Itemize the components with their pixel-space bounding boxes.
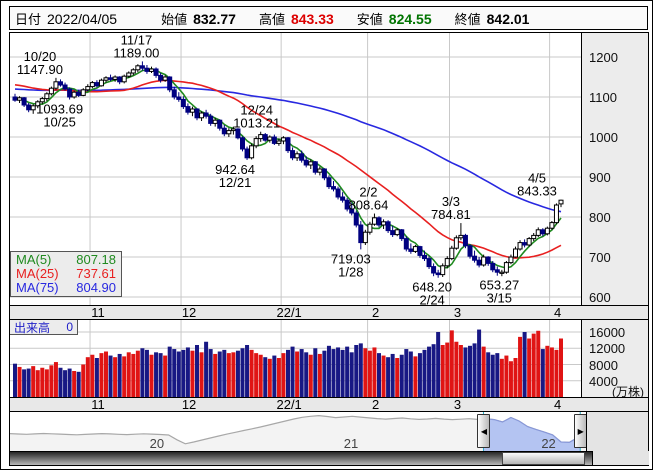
ma75-value: 804.90 (76, 280, 116, 295)
quote-low-label: 安値 (356, 11, 383, 27)
volume-tick-4000: 4000 (589, 373, 618, 389)
navigator-area-chart: 20 21 22 (10, 412, 586, 451)
right-arrow-icon: ▶ (577, 426, 584, 436)
month-label-11: 11 (91, 305, 105, 320)
month-label-3: 3 (453, 305, 462, 320)
quote-close: 終値 842.01 (455, 9, 530, 28)
month-label-2: 2 (371, 397, 380, 412)
month-label-22/1: 22/1 (276, 305, 302, 320)
price-y-axis: 1200 1100 1000 900 800 700 600 (581, 32, 649, 306)
volume-y-axis: 16000 12000 8000 4000 (万株) (581, 319, 649, 399)
price-tick-700: 700 (589, 250, 611, 265)
price-tick-1000: 1000 (589, 130, 618, 145)
year-label-22: 22 (541, 436, 555, 451)
volume-tick-8000: 8000 (589, 357, 618, 373)
quote-high-value: 843.33 (290, 10, 334, 27)
svg-text:12/21: 12/21 (219, 175, 252, 190)
price-tick-1100: 1100 (589, 90, 617, 105)
svg-text:719.03: 719.03 (331, 251, 371, 266)
svg-text:3/15: 3/15 (487, 291, 512, 305)
left-arrow-icon: ◀ (480, 426, 488, 436)
horizontal-scrollbar[interactable] (9, 451, 593, 466)
svg-text:11/17: 11/17 (121, 33, 153, 47)
quote-date-value: 2022/04/05 (47, 10, 118, 27)
volume-chart (10, 320, 581, 397)
year-label-20: 20 (150, 436, 164, 451)
month-label-11: 11 (91, 397, 105, 412)
month-label-3: 3 (453, 397, 462, 412)
volume-tick-12000: 12000 (589, 341, 626, 357)
svg-text:1093.69: 1093.69 (36, 102, 83, 117)
quote-high: 高値 843.33 (259, 9, 334, 28)
ma25-value: 737.61 (76, 266, 116, 281)
quote-open-label: 始値 (161, 11, 188, 27)
svg-text:942.64: 942.64 (215, 162, 255, 177)
svg-text:1147.90: 1147.90 (17, 62, 63, 77)
month-label-2: 2 (371, 305, 380, 320)
volume-chart-pane: 出来高 0 (9, 319, 582, 398)
scrollbar-thumb[interactable] (502, 452, 585, 465)
svg-text:648.20: 648.20 (412, 280, 452, 295)
range-handle-left[interactable]: ◀ (477, 414, 491, 448)
quote-low: 安値 824.55 (357, 9, 432, 28)
svg-text:12/24: 12/24 (240, 103, 273, 118)
volume-legend: 出来高 0 (10, 320, 78, 335)
month-label-4: 4 (553, 305, 562, 320)
month-label-12: 12 (181, 305, 197, 320)
scrollbar-right-filler (593, 451, 649, 466)
ma75-label: MA(75) (16, 280, 59, 295)
quote-close-label: 終値 (454, 11, 481, 27)
svg-text:784.81: 784.81 (431, 207, 471, 222)
month-label-12: 12 (181, 397, 197, 412)
quote-close-value: 842.01 (486, 10, 530, 27)
ma25-label: MA(25) (16, 266, 59, 281)
price-tick-800: 800 (589, 210, 611, 225)
quote-high-label: 高値 (258, 11, 285, 27)
price-tick-600: 600 (589, 290, 611, 305)
ma75-row: MA(75) 804.90 (11, 281, 121, 295)
svg-text:10/20: 10/20 (24, 49, 57, 64)
price-tick-900: 900 (589, 170, 611, 185)
volume-legend-value: 0 (66, 320, 73, 334)
price-tick-1200: 1200 (589, 50, 618, 65)
range-navigator[interactable]: 20 21 22 ◀ ▶ (9, 411, 588, 452)
svg-text:1013.21: 1013.21 (233, 116, 280, 131)
quote-open-value: 832.77 (193, 10, 236, 27)
price-chart-pane: 10/20 1147.90 11/17 1189.00 1093.69 10/25 12/2… (9, 32, 582, 306)
svg-text:4/5: 4/5 (528, 171, 546, 186)
year-label-21: 21 (344, 436, 358, 451)
navigator-right-filler (586, 411, 649, 452)
ma5-label: MA(5) (16, 252, 52, 267)
quote-date-label: 日付 (15, 11, 42, 27)
svg-text:1/28: 1/28 (338, 264, 363, 279)
volume-tick-16000: 16000 (589, 325, 626, 340)
svg-text:2/24: 2/24 (419, 293, 444, 305)
svg-text:843.33: 843.33 (517, 184, 557, 199)
quote-date: 日付 2022/04/05 (15, 9, 117, 28)
month-label-22/1: 22/1 (276, 397, 302, 412)
ma25-row: MA(25) 737.61 (11, 267, 121, 281)
quote-low-value: 824.55 (388, 10, 432, 27)
ma5-value: 807.18 (76, 252, 116, 267)
ma5-row: MA(5) 807.18 (11, 253, 121, 267)
quote-open: 始値 832.77 (161, 9, 236, 28)
volume-legend-label: 出来高 (14, 320, 51, 335)
month-label-4: 4 (553, 397, 562, 412)
svg-text:808.64: 808.64 (349, 198, 389, 213)
x-axis-top: 11 12 22/1 2 3 4 (9, 305, 649, 320)
x-axis-bottom: 11 12 22/1 2 3 4 (9, 397, 649, 412)
svg-text:2/2: 2/2 (359, 185, 377, 200)
quote-header: 日付 2022/04/05 始値 832.77 高値 843.33 安値 824… (9, 6, 648, 30)
svg-text:10/25: 10/25 (43, 115, 76, 130)
volume-unit-label: (万株) (612, 385, 644, 399)
ma-legend: MA(5) 807.18 MA(25) 737.61 MA(75) 804.90 (10, 251, 122, 297)
svg-text:1189.00: 1189.00 (113, 45, 159, 60)
svg-text:3/3: 3/3 (442, 194, 460, 209)
svg-text:653.27: 653.27 (479, 278, 519, 293)
